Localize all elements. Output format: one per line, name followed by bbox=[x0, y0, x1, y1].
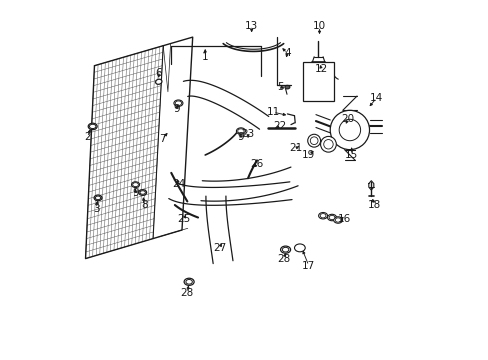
Bar bbox=[303, 62, 333, 102]
Text: 25: 25 bbox=[177, 214, 190, 224]
Text: 17: 17 bbox=[302, 261, 315, 271]
Ellipse shape bbox=[139, 190, 146, 195]
Text: 20: 20 bbox=[341, 114, 354, 124]
Circle shape bbox=[323, 140, 332, 149]
Ellipse shape bbox=[236, 128, 245, 134]
Ellipse shape bbox=[155, 79, 162, 84]
Text: 15: 15 bbox=[345, 150, 358, 160]
Text: 28: 28 bbox=[277, 253, 290, 264]
Ellipse shape bbox=[94, 195, 102, 201]
Circle shape bbox=[339, 119, 360, 141]
Text: 18: 18 bbox=[367, 200, 381, 210]
Ellipse shape bbox=[328, 215, 334, 220]
Ellipse shape bbox=[174, 100, 183, 107]
Ellipse shape bbox=[282, 247, 288, 252]
Ellipse shape bbox=[89, 124, 96, 129]
Text: 19: 19 bbox=[302, 150, 315, 160]
Text: 5: 5 bbox=[276, 82, 283, 92]
Text: 9: 9 bbox=[173, 104, 180, 113]
Text: 10: 10 bbox=[312, 21, 325, 31]
Text: 8: 8 bbox=[141, 200, 147, 210]
Ellipse shape bbox=[333, 217, 342, 223]
Ellipse shape bbox=[185, 279, 192, 284]
Ellipse shape bbox=[131, 182, 139, 188]
Ellipse shape bbox=[132, 183, 138, 186]
Ellipse shape bbox=[320, 213, 325, 218]
Text: 1: 1 bbox=[202, 52, 208, 62]
Text: 12: 12 bbox=[314, 64, 327, 74]
Text: 6: 6 bbox=[155, 68, 162, 78]
Circle shape bbox=[307, 134, 320, 147]
Text: 26: 26 bbox=[250, 159, 263, 169]
Text: 14: 14 bbox=[369, 93, 383, 103]
Text: 23: 23 bbox=[241, 129, 254, 139]
Text: 27: 27 bbox=[212, 243, 225, 253]
Text: 4: 4 bbox=[284, 48, 290, 58]
Text: 22: 22 bbox=[273, 121, 286, 131]
Text: 9: 9 bbox=[237, 132, 244, 142]
Text: 9: 9 bbox=[132, 188, 139, 198]
Text: 21: 21 bbox=[289, 143, 302, 153]
Ellipse shape bbox=[294, 244, 305, 252]
Text: 7: 7 bbox=[159, 134, 165, 144]
Text: 24: 24 bbox=[171, 179, 184, 189]
Ellipse shape bbox=[95, 196, 101, 200]
Ellipse shape bbox=[285, 85, 289, 89]
Ellipse shape bbox=[327, 214, 336, 221]
Text: 16: 16 bbox=[337, 214, 350, 224]
Text: 2: 2 bbox=[84, 132, 90, 142]
Ellipse shape bbox=[184, 278, 194, 285]
Text: 13: 13 bbox=[244, 21, 258, 31]
Ellipse shape bbox=[140, 191, 145, 194]
Ellipse shape bbox=[88, 123, 97, 130]
Ellipse shape bbox=[280, 246, 290, 253]
Circle shape bbox=[329, 111, 369, 150]
Circle shape bbox=[310, 137, 317, 145]
Ellipse shape bbox=[318, 212, 327, 219]
Ellipse shape bbox=[175, 101, 181, 105]
Ellipse shape bbox=[237, 129, 244, 133]
Text: 28: 28 bbox=[181, 288, 194, 297]
Text: 11: 11 bbox=[266, 107, 279, 117]
Circle shape bbox=[320, 136, 336, 152]
Ellipse shape bbox=[335, 218, 340, 222]
Text: 3: 3 bbox=[93, 203, 100, 213]
